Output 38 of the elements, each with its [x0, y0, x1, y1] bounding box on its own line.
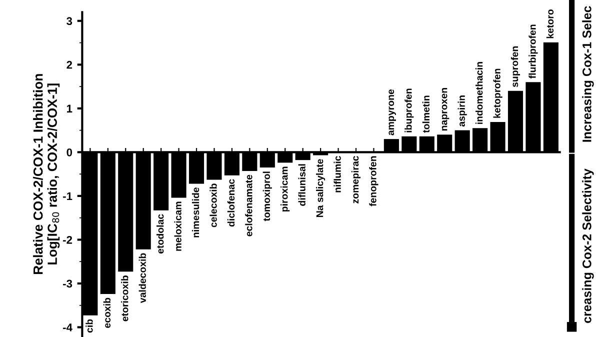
- y-tick-label: 3: [66, 17, 72, 26]
- x-tick-label: niflumic: [334, 156, 341, 192]
- x-tick-label: ketoprofen: [493, 68, 502, 118]
- y-tick-label: -2: [63, 236, 72, 244]
- x-tick-label: aspirin: [458, 96, 467, 127]
- y-axis-title: Relative COX-2/COX-1 Inhibition Log[IC$_{80}$ ratio, COX-2/COX-1]: [33, 74, 60, 274]
- x-tick-label: ibuprofen: [404, 88, 414, 132]
- y-tick-label: -3: [63, 280, 72, 288]
- x-tick-label: Na salicylate: [316, 159, 326, 217]
- x-tick-label: etodolac: [156, 214, 164, 254]
- x-tick-label: ampyrone: [388, 89, 396, 136]
- x-tick-label: ketoro: [546, 9, 554, 38]
- x-tick-label: celecoxib: [210, 184, 217, 228]
- x-tick-label: flurbiprofen: [528, 24, 538, 78]
- x-tick-label: naproxen: [442, 88, 450, 131]
- y-tick-label: 2: [66, 60, 72, 69]
- x-tick-label: tomoxiprol: [262, 172, 272, 222]
- x-tick-label: nimesulide: [192, 188, 200, 238]
- x-tick-label: valdecoxib: [138, 253, 146, 304]
- x-tick-label: suprofen: [510, 46, 520, 88]
- text: creasing Cox-2 Selectivity: [582, 168, 594, 323]
- x-tick-label: etoricoxib: [121, 276, 128, 322]
- x-tick-label: zomepirac: [351, 156, 361, 204]
- y-tick-label: -4: [63, 324, 72, 332]
- x-tick-label: tolmetin: [422, 96, 430, 133]
- x-tick-label: indomethacin: [476, 62, 483, 124]
- x-tick-label: fenoprofen: [369, 156, 378, 206]
- x-tick-label: eclofenamate: [245, 174, 252, 236]
- x-tick-label: meloxicam: [174, 202, 182, 251]
- x-tick-label: diflunisal: [298, 164, 306, 206]
- x-tick-label: diclofenac: [227, 179, 235, 227]
- y-tick-label: -1: [63, 192, 72, 200]
- text: Increasing Cox-1 Selec: [582, 6, 594, 142]
- x-tick-label: ecoxib: [103, 298, 111, 328]
- y-tick-label: 1: [67, 104, 72, 112]
- y-tick-label: 0: [66, 148, 72, 156]
- x-tick-label: cib: [86, 319, 93, 333]
- x-tick-label: piroxicam: [280, 166, 290, 212]
